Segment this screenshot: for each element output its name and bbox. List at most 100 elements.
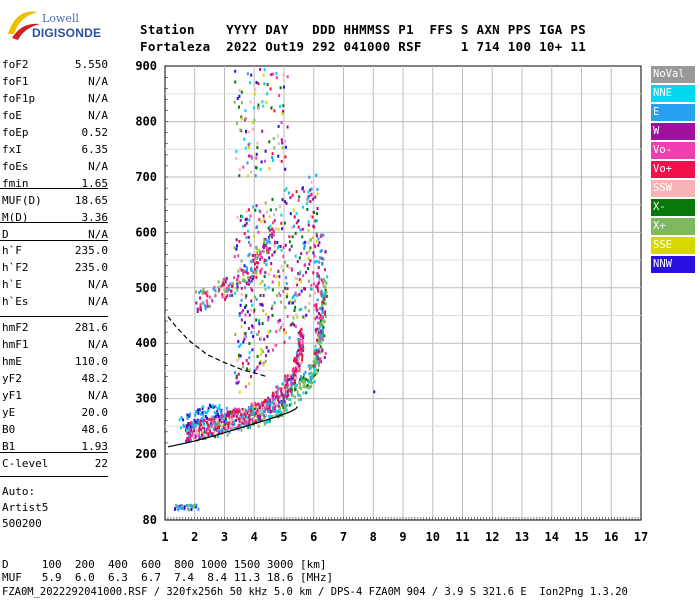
multihop-echo — [312, 197, 315, 201]
spread-column-echo — [319, 334, 322, 338]
second-hop-echo — [240, 286, 243, 290]
second-hop-echo — [214, 289, 217, 293]
x-trace-echo — [326, 275, 329, 279]
multihop-echo — [265, 263, 268, 267]
multihop-echo — [294, 276, 297, 280]
x-trace-echo — [310, 385, 313, 388]
y-tick-label: 80 — [143, 513, 157, 527]
second-hop-echo — [198, 291, 201, 295]
upper-scatter-echo — [261, 100, 264, 104]
x-trace-echo — [281, 414, 284, 418]
o-trace-echo — [264, 410, 266, 414]
param-row-yf2: yF2 48.2 — [2, 372, 108, 388]
multihop-echo — [243, 334, 246, 338]
param-value: N/A — [88, 160, 108, 173]
second-hop-echo — [230, 290, 233, 294]
second-hop-echo — [259, 250, 262, 254]
auto-scaling-info: Auto: — [2, 485, 36, 498]
x-trace-echo — [271, 415, 274, 418]
x-trace-echo — [305, 385, 308, 389]
multihop-echo — [303, 316, 306, 320]
upper-scatter-echo — [262, 73, 265, 77]
param-label: yE — [2, 406, 16, 419]
o-trace-echo — [297, 354, 300, 358]
o-trace-echo — [210, 418, 213, 422]
e-region-echo — [190, 508, 193, 512]
multihop-echo — [254, 208, 257, 212]
spread-column-echo — [321, 349, 324, 353]
multihop-echo — [285, 295, 288, 299]
param-row-clevel: C-level 22 — [2, 457, 108, 473]
multihop-echo — [310, 214, 312, 218]
o-trace-echo — [223, 427, 226, 430]
second-hop-echo — [235, 286, 238, 290]
multihop-echo — [307, 199, 309, 203]
multihop-echo — [270, 262, 273, 265]
multihop-echo — [283, 260, 286, 264]
upper-scatter-echo — [280, 159, 283, 163]
second-hop-echo — [206, 294, 209, 298]
multihop-echo — [248, 208, 250, 212]
x-trace-echo — [269, 414, 272, 418]
x-trace-echo — [313, 371, 316, 375]
e-region-echo — [185, 504, 188, 507]
multihop-echo — [239, 266, 242, 270]
upper-scatter-echo — [256, 146, 259, 149]
multihop-echo — [307, 223, 310, 227]
o-trace-echo — [238, 416, 241, 420]
spread-column-echo — [320, 336, 323, 340]
multihop-echo — [306, 201, 308, 205]
x-trace-echo — [230, 422, 233, 426]
upper-scatter-echo — [286, 75, 289, 79]
spread-column-echo — [316, 298, 319, 302]
upper-scatter-echo — [266, 83, 269, 87]
upper-scatter-echo — [270, 106, 273, 110]
upper-scatter-echo — [271, 152, 274, 156]
multihop-echo — [259, 282, 262, 285]
o-trace-echo — [252, 401, 255, 405]
low-freq-echo — [194, 411, 197, 415]
o-trace-echo — [190, 434, 193, 437]
second-hop-echo — [217, 285, 220, 289]
upper-scatter-echo — [238, 174, 241, 178]
multihop-echo — [284, 286, 287, 290]
param-row-fof1: foF1 N/A — [2, 75, 108, 91]
multihop-echo — [282, 254, 285, 258]
x-trace-echo — [230, 427, 233, 431]
second-hop-echo — [227, 287, 230, 291]
param-row-foes: foEs N/A — [2, 160, 108, 176]
second-hop-echo — [225, 295, 228, 299]
e-region-echo — [181, 507, 184, 510]
low-freq-echo — [211, 403, 214, 407]
o-trace-echo — [276, 391, 279, 395]
multihop-echo — [258, 322, 261, 326]
second-hop-echo — [264, 244, 267, 248]
multihop-echo — [262, 217, 265, 221]
o-trace-echo — [283, 382, 286, 386]
x-trace-echo — [249, 425, 252, 429]
x-trace-echo — [259, 408, 262, 412]
multihop-echo — [289, 299, 292, 303]
spread-column-echo — [316, 308, 319, 312]
x-trace-echo — [228, 430, 231, 434]
second-hop-echo — [250, 266, 253, 270]
upper-scatter-echo — [255, 152, 258, 156]
upper-scatter-echo — [254, 174, 257, 178]
multihop-echo — [238, 314, 241, 317]
spread-column-echo — [322, 297, 325, 301]
o-trace-echo — [284, 374, 287, 378]
multihop-echo — [309, 238, 312, 242]
spread-column-echo — [317, 348, 320, 352]
o-trace-echo — [285, 385, 288, 389]
o-trace-echo — [296, 361, 299, 365]
upper-scatter-echo — [250, 170, 253, 174]
param-row-fmin: fmin 1.65 — [2, 177, 108, 193]
x-trace-echo — [308, 386, 311, 390]
upper-scatter-echo — [273, 109, 276, 113]
multihop-echo — [273, 343, 276, 347]
o-trace-echo — [188, 423, 191, 427]
o-trace-echo — [232, 411, 235, 415]
multihop-echo — [309, 259, 312, 263]
multihop-echo — [280, 213, 283, 217]
e-region-echo — [197, 507, 200, 511]
